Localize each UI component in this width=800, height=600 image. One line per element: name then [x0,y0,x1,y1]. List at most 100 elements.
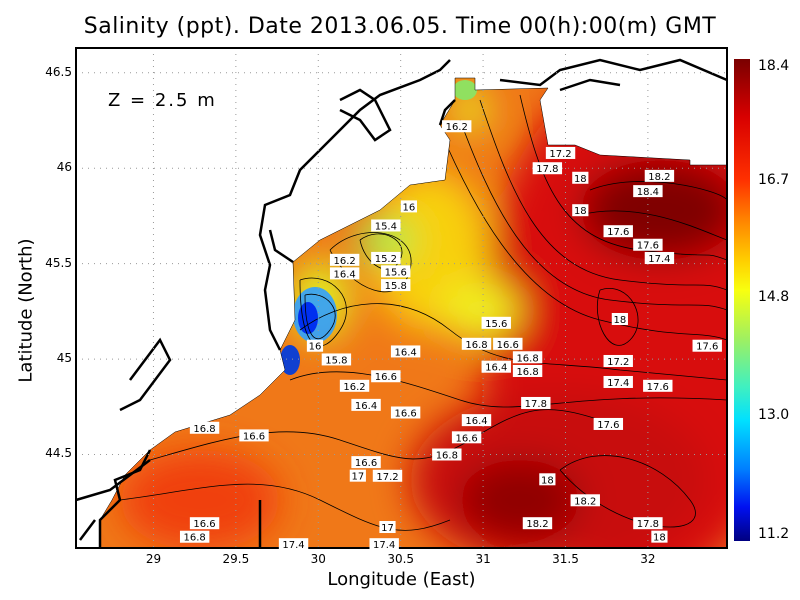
contour-label: 16.8 [189,421,220,435]
svg-text:18: 18 [541,475,554,486]
contour-label: 17 [379,521,396,534]
svg-text:16.4: 16.4 [465,416,487,427]
contour-label: 18.4 [633,185,663,198]
contour-line [299,303,727,381]
svg-text:18: 18 [574,206,587,217]
contour-label: 17.6 [603,225,633,238]
svg-text:18: 18 [574,174,587,185]
contour-label: 16 [400,200,418,213]
svg-text:17.6: 17.6 [597,420,619,431]
svg-text:17: 17 [351,472,364,483]
svg-text:16.6: 16.6 [455,433,477,444]
svg-text:16.2: 16.2 [334,256,356,267]
contour-label: 17.6 [643,379,673,393]
contour-label: 17.8 [532,162,563,175]
contour-label: 16.6 [493,337,523,351]
contour-label: 16.8 [179,530,210,544]
contour-line [459,119,727,311]
contour-label: 15.4 [371,219,401,232]
contour-label: 16.4 [481,360,511,374]
x-tick-label: 32 [640,552,656,566]
svg-text:17.4: 17.4 [607,378,629,389]
contour-label: 16.8 [461,337,492,351]
coastline-segment [339,88,392,142]
y-tick-label: 46 [56,160,72,175]
coastline-segment [438,99,456,126]
svg-text:16.8: 16.8 [465,340,487,351]
x-tick-label: 29 [145,552,162,566]
contour-label: 15.6 [481,316,511,330]
contour-label: 18.2 [644,169,675,183]
x-tick-label: 30.5 [387,552,415,566]
contour-label: 16.6 [351,456,381,469]
svg-text:17.6: 17.6 [637,241,659,252]
y-tick-label: 45 [56,351,72,366]
contour-label: 18 [572,204,589,217]
x-tick-label: 31 [475,552,491,566]
contour-line [579,210,727,241]
coastline-segment [79,519,96,541]
contour-label: 17.4 [369,538,399,551]
colorbar-label: 14.8 [758,289,790,305]
contour-label: 17.8 [633,517,663,530]
contour-labels: 16.2 17.2 17.8 18 18.2 18.4 16 18 15.4 17.6 17.6 17… [179,120,722,551]
grid-lines [76,48,727,548]
contour-label: 17.4 [603,375,633,389]
contour-label: 15.8 [321,353,352,366]
svg-text:18: 18 [653,533,666,544]
contour-line [119,483,451,531]
contour-label: 17.2 [545,146,576,160]
x-tick-label: 31.5 [552,552,579,566]
contour-label: 16.6 [189,517,220,530]
svg-text:16.2: 16.2 [343,382,365,393]
contour-label: 16.8 [512,364,543,378]
y-axis-label: Latitude (North) [15,238,37,383]
contour-label: 18 [651,530,668,544]
contour-label: 16.4 [351,398,381,412]
contour-label: 17.6 [593,417,624,431]
svg-text:16.2: 16.2 [446,122,468,133]
contour-label: 16.6 [371,370,401,383]
contour-line [519,94,727,261]
colorbar-label: 16.7 [758,172,790,188]
contour-label: 18 [611,312,628,326]
svg-text:16.8: 16.8 [184,533,206,544]
plot-frame [75,47,728,549]
contour-label: 16.2 [339,379,370,393]
svg-text:18.2: 18.2 [526,519,548,530]
contour-label: 17.2 [603,354,633,368]
svg-text:16: 16 [403,202,416,213]
svg-text:15.8: 15.8 [325,355,347,366]
contour-line [559,455,696,528]
contour-line [299,277,347,347]
contour-label: 17.6 [692,339,722,353]
contour-label: 16.4 [329,267,360,280]
svg-text:18.2: 18.2 [574,496,596,507]
contour-label: 15.8 [381,279,411,292]
contour-label: 15.2 [371,251,401,265]
coastline-segment [119,337,172,412]
colorbar-label: 13.0 [758,407,790,423]
svg-text:18: 18 [614,315,627,326]
svg-text:17.2: 17.2 [549,149,571,160]
svg-text:17.4: 17.4 [373,540,395,551]
svg-text:16.8: 16.8 [193,424,215,435]
svg-text:18.4: 18.4 [637,187,659,198]
contour-label: 15.6 [381,265,411,278]
svg-text:16.6: 16.6 [193,519,215,530]
contour-label: 16.6 [390,406,421,420]
contour-label: 16 [306,339,324,353]
coastline-segment [268,229,294,264]
contour-line [596,288,639,346]
svg-text:17.6: 17.6 [647,382,669,393]
colorbar-label-min: 11.2 [758,526,790,542]
contour-label: 18 [572,171,589,185]
contour-label: 17.4 [278,538,309,551]
contour-label: 16.8 [432,448,462,461]
coastline [75,58,728,548]
svg-text:17.4: 17.4 [282,540,304,551]
svg-text:16.6: 16.6 [497,340,519,351]
depth-label: Z = 2.5 m [108,90,217,111]
